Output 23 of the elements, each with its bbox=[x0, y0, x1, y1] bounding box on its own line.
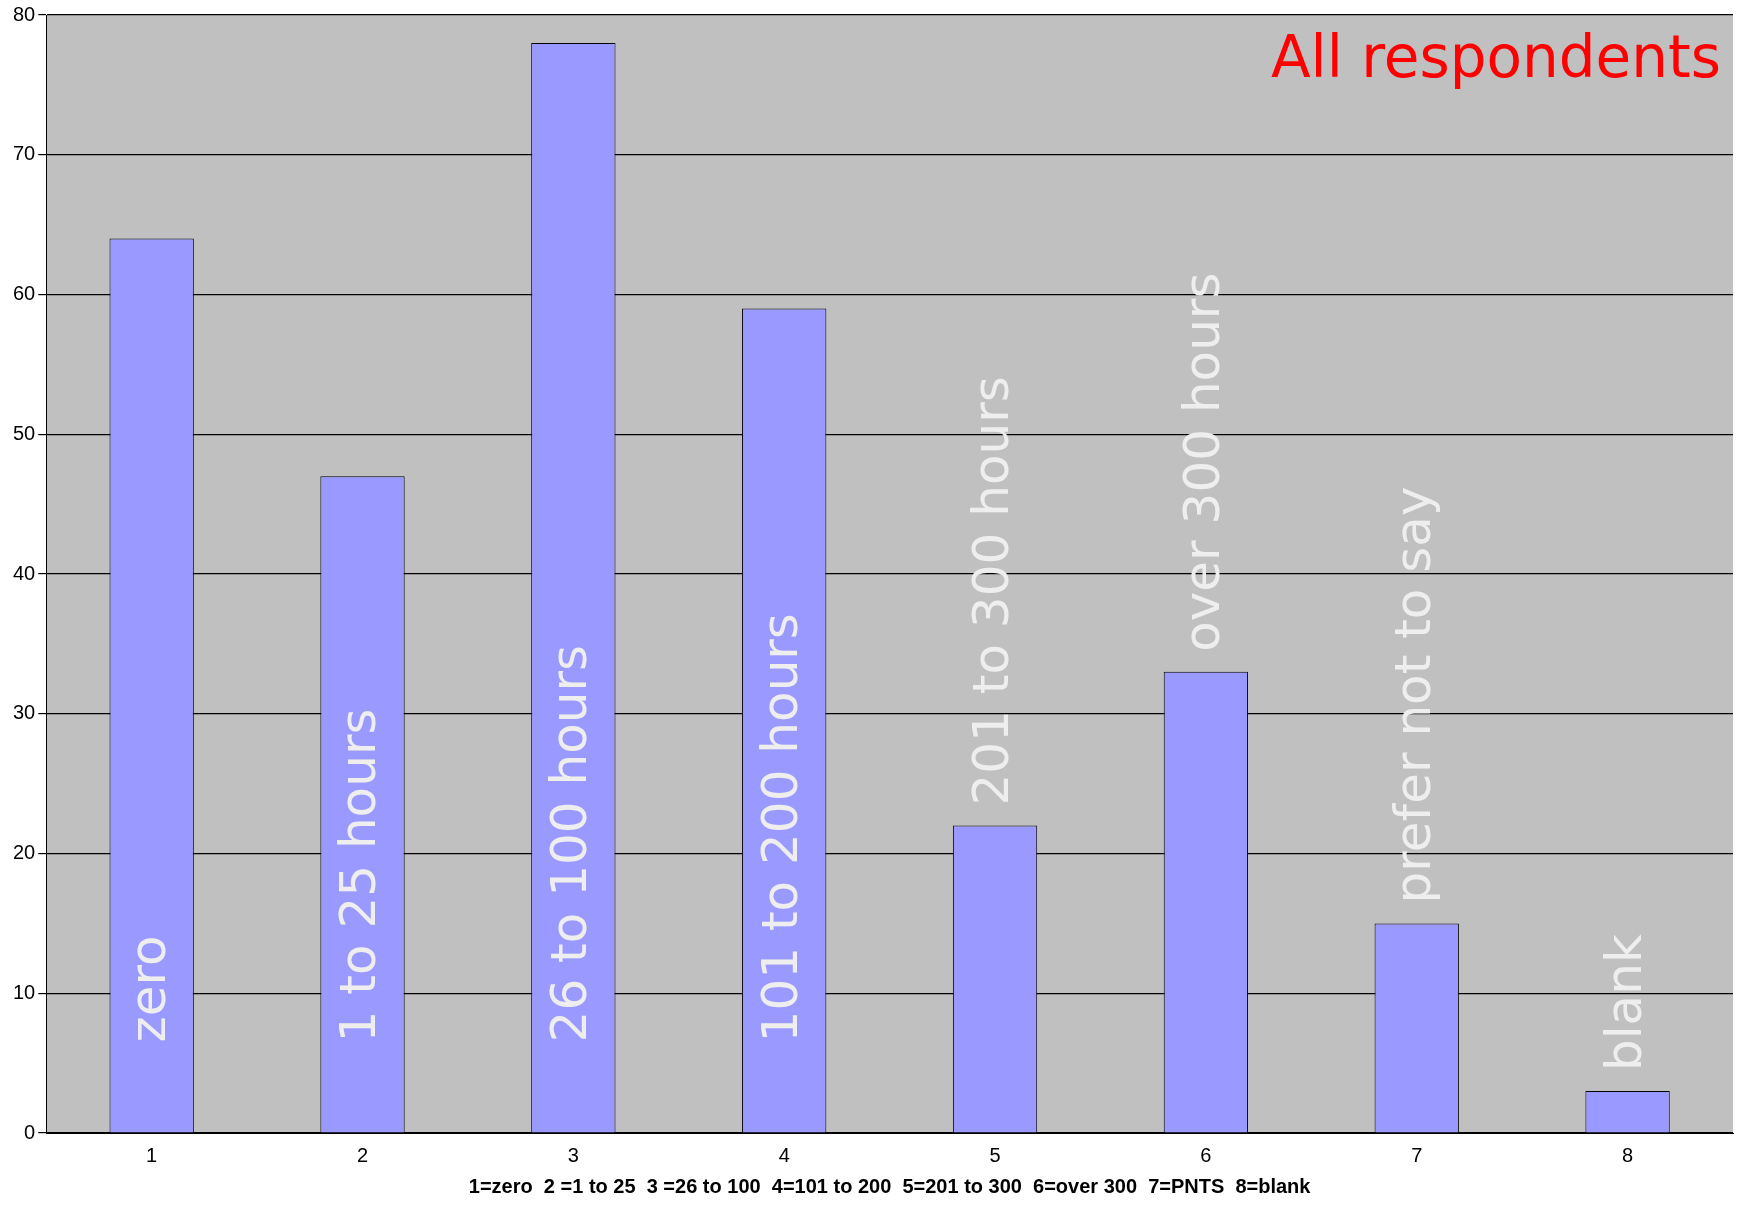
annotation: 101 to 200 hours bbox=[751, 613, 810, 1043]
chart-title: All respondents bbox=[1270, 23, 1721, 92]
x-tick-label: 8 bbox=[1622, 1143, 1634, 1166]
x-tick-label: 3 bbox=[567, 1143, 579, 1166]
x-tick-label: 2 bbox=[356, 1143, 369, 1166]
y-tick-label: 40 bbox=[13, 561, 36, 584]
y-tick-label: 10 bbox=[13, 980, 36, 1003]
y-tick-label: 50 bbox=[13, 421, 36, 444]
x-tick-label: 7 bbox=[1411, 1143, 1423, 1166]
x-axis-title: 1=zero 2 =1 to 25 3 =26 to 100 4=101 to 200 5=201 to 300 6=over 300 7=PNTS 8=blank bbox=[468, 1174, 1312, 1197]
x-tick-label: 1 bbox=[146, 1143, 158, 1166]
y-tick-label: 60 bbox=[13, 282, 36, 305]
x-tick-label: 6 bbox=[1200, 1143, 1212, 1166]
y-tick-label: 80 bbox=[13, 2, 36, 25]
y-tick-label: 0 bbox=[24, 1120, 36, 1143]
annotation: 26 to 100 hours bbox=[540, 644, 599, 1043]
annotation: zero bbox=[118, 935, 177, 1043]
x-tick-label: 4 bbox=[778, 1143, 790, 1166]
annotation: 1 to 25 hours bbox=[329, 708, 388, 1043]
y-tick-label: 20 bbox=[13, 841, 36, 864]
y-tick-label: 30 bbox=[13, 701, 36, 724]
y-tick-label: 70 bbox=[13, 142, 36, 165]
x-tick-label: 5 bbox=[989, 1143, 1001, 1166]
